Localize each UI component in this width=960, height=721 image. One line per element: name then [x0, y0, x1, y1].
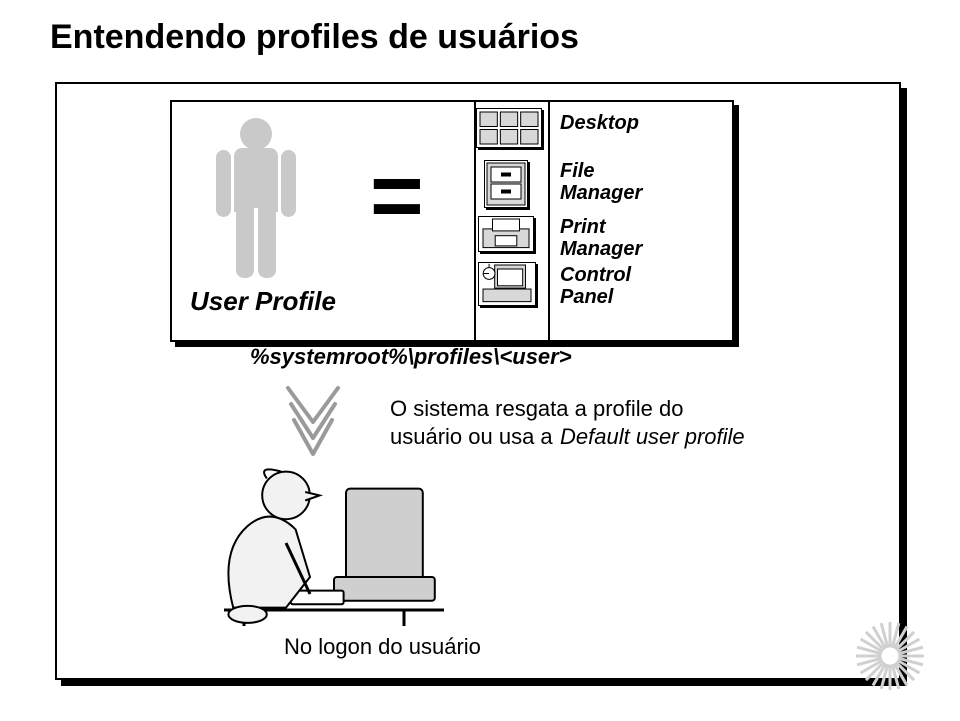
body-line-2a: usuário ou usa a — [390, 424, 553, 450]
desktop-grid-icon — [476, 108, 542, 148]
file-cabinet-icon — [484, 160, 528, 208]
bottom-caption: No logon do usuário — [284, 634, 481, 660]
body-line-1: O sistema resgata a profile do — [390, 396, 683, 422]
desktop-label: Desktop — [560, 112, 639, 134]
user-profile-label: User Profile — [190, 286, 336, 317]
print-manager-label: Print Manager — [560, 216, 642, 260]
person-head — [240, 118, 272, 150]
person-leg-right — [258, 208, 276, 278]
person-arm-right — [281, 150, 296, 217]
file-manager-label: File Manager — [560, 160, 642, 204]
equals-sign: = — [370, 150, 424, 242]
person-arm-left — [216, 150, 231, 217]
person-leg-gap — [254, 208, 258, 278]
person-icon — [206, 118, 306, 278]
profile-path-text: %systemroot%\profiles\<user> — [250, 344, 572, 370]
slide-canvas: Entendendo profiles de usuários = User P… — [0, 0, 960, 721]
profile-box-divider-2 — [548, 100, 550, 340]
user-at-computer-icon — [214, 458, 454, 628]
person-leg-left — [236, 208, 254, 278]
printer-icon — [478, 216, 534, 252]
person-torso — [234, 148, 278, 212]
corner-burst-icon — [852, 618, 928, 694]
computer-icon — [478, 262, 536, 306]
slide-title: Entendendo profiles de usuários — [50, 18, 579, 57]
body-line-2b: Default user profile — [560, 424, 745, 450]
control-panel-label: Control Panel — [560, 264, 631, 308]
